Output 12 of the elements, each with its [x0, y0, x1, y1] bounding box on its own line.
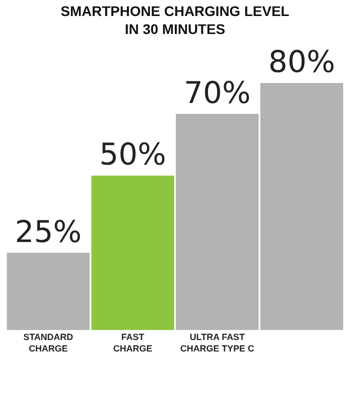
- x-tick-label: ULTRA FAST CHARGE TYPE C: [180, 332, 255, 354]
- data-label: 50%: [99, 138, 166, 173]
- bar: [176, 114, 259, 330]
- x-tick-label: STANDARD CHARGE: [23, 332, 74, 354]
- bar: [91, 176, 174, 330]
- bar: [6, 252, 90, 330]
- bar: [260, 83, 344, 330]
- x-tick-label: FAST CHARGE: [113, 332, 152, 354]
- data-label: 70%: [184, 76, 251, 111]
- data-label: 80%: [268, 45, 336, 80]
- chart-title: SMARTPHONE CHARGING LEVEL IN 30 MINUTES: [60, 3, 290, 38]
- data-label: 25%: [14, 214, 82, 250]
